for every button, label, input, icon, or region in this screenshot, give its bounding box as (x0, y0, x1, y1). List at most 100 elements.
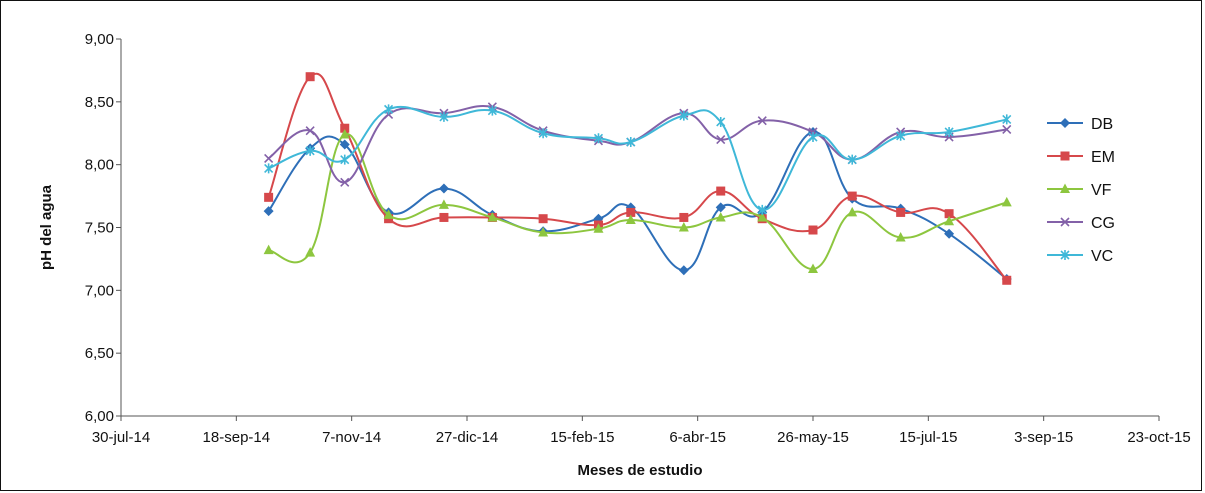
series-cg-point (305, 126, 315, 136)
legend-vc-marker (1060, 250, 1070, 260)
series-cg (264, 102, 1012, 187)
series-vc-point (384, 104, 394, 115)
series-cg-point (757, 116, 767, 126)
legend-vf-label: VF (1091, 182, 1112, 199)
series-vf-point (487, 211, 498, 222)
x-tick-label: 6-abr-15 (669, 429, 726, 446)
series-db-point (678, 265, 689, 276)
plot-area (263, 72, 1012, 285)
series-vf-point (383, 209, 394, 219)
series-vc-line (268, 105, 1007, 211)
series-em-point (439, 212, 449, 222)
series-vf-point (1001, 196, 1012, 207)
axes (116, 38, 1160, 421)
series-vc-point (944, 126, 954, 137)
series-db-point (438, 183, 449, 194)
series-vf-point (305, 247, 316, 257)
x-tick-label: 3-sep-15 (1014, 429, 1073, 446)
legend-vc-label: VC (1091, 248, 1113, 265)
series-cg-point (264, 153, 274, 163)
series-em-point (896, 207, 906, 217)
series-db-point (263, 206, 274, 217)
x-tick-label: 30-jul-14 (92, 429, 150, 446)
series-vc-point (626, 137, 636, 148)
series-em-point (340, 123, 350, 133)
legend-cg-marker (1060, 217, 1070, 227)
series-em-point (626, 207, 636, 217)
series-vc-point (340, 154, 350, 165)
legend-db-label: DB (1091, 116, 1113, 133)
series-vc-point (808, 132, 818, 143)
y-tick-label: 9,00 (85, 31, 114, 48)
legend: DB EM VF CG VC (1047, 116, 1115, 265)
series-db-line (267, 130, 1008, 280)
series-em-point (847, 191, 857, 201)
legend-em-marker (1060, 151, 1070, 161)
legend-em-label: EM (1091, 149, 1115, 166)
series-em-point (716, 186, 726, 196)
series-vc-point (757, 204, 767, 215)
series-em-point (1002, 275, 1012, 285)
series-vf-point (438, 199, 449, 209)
x-tick-label: 15-feb-15 (550, 429, 614, 446)
series-vf-point (757, 211, 768, 222)
series-cg-point (716, 134, 726, 145)
tick-labels: 6,00 6,50 7,00 7,50 8,00 8,50 9,00 30-jul-14 18-… (85, 31, 1191, 446)
series-vc-point (305, 145, 315, 156)
series-vf-point (944, 215, 955, 226)
series-em-point (264, 192, 274, 202)
series-vc-point (264, 163, 274, 174)
series-db (263, 126, 1012, 285)
series-vc-point (538, 128, 548, 139)
series-vf-point (593, 223, 604, 233)
series-cg-point (1002, 124, 1012, 135)
series-cg-point (340, 177, 350, 187)
x-tick-label: 23-oct-15 (1127, 429, 1190, 446)
series-vc (264, 104, 1012, 215)
series-vf (263, 129, 1012, 273)
series-vc-point (593, 133, 604, 144)
series-vc-point (847, 154, 857, 165)
y-tick-label: 8,50 (85, 94, 114, 111)
series-vf-point (715, 211, 726, 222)
series-em-point (808, 225, 818, 235)
y-axis-title: pH del agua (38, 184, 55, 270)
x-tick-label: 26-may-15 (777, 429, 849, 446)
series-em (264, 72, 1012, 285)
series-vc-point (896, 130, 906, 141)
series-vf-point (339, 129, 350, 139)
x-tick-label: 7-nov-14 (322, 429, 381, 446)
series-em-point (538, 214, 548, 224)
series-vf-line (268, 133, 1008, 270)
y-tick-label: 7,00 (85, 282, 114, 299)
series-vc-point (679, 110, 689, 121)
series-db-point (339, 139, 350, 150)
series-vf-point (895, 232, 906, 242)
series-vc-point (439, 111, 449, 122)
series-vf-point (678, 222, 689, 232)
legend-cg-label: CG (1091, 215, 1115, 232)
series-vf-point (808, 263, 818, 273)
series-vc-point (1002, 114, 1012, 125)
y-tick-label: 6,50 (85, 345, 114, 362)
series-em-point (305, 72, 315, 82)
series-em-line (267, 73, 1008, 281)
y-tick-label: 6,00 (85, 408, 114, 425)
legend-vf-marker (1060, 183, 1070, 193)
series-db-point (715, 202, 726, 213)
series-vf-point (538, 227, 549, 237)
series-vf-point (263, 244, 274, 255)
x-tick-label: 27-dic-14 (436, 429, 499, 446)
series-vf-point (625, 214, 636, 224)
series-cg-line (268, 105, 1007, 184)
series-em-point (944, 209, 954, 219)
y-tick-label: 8,00 (85, 157, 114, 174)
series-vc-point (487, 105, 497, 116)
legend-db-marker (1060, 118, 1070, 128)
series-db-point (944, 228, 955, 239)
x-axis-title: Meses de estudio (577, 462, 702, 479)
series-vf-point (847, 206, 858, 217)
y-tick-label: 7,50 (85, 220, 114, 237)
